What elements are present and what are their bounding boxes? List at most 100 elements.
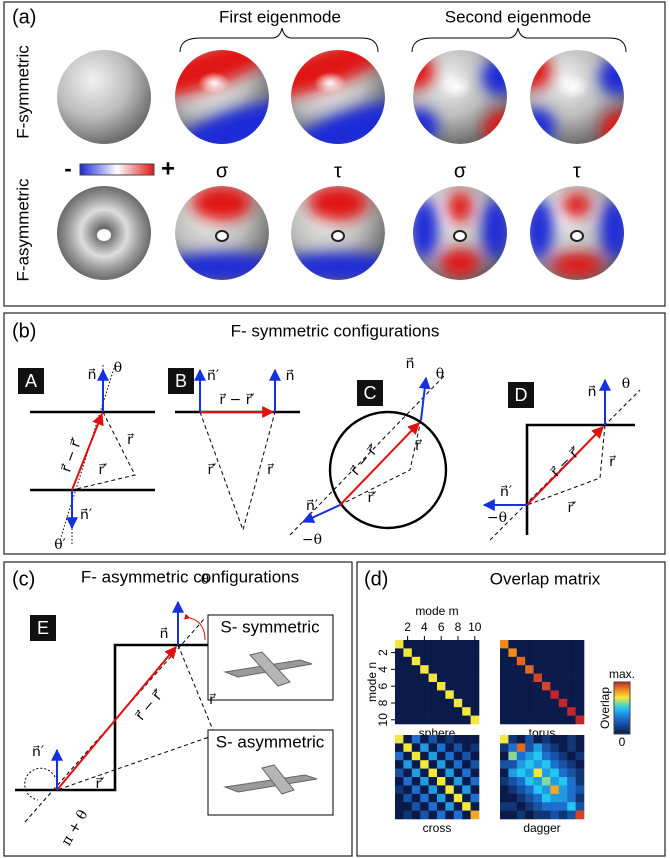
vector-label: n⃗′ xyxy=(207,368,219,384)
heatmap-cell xyxy=(395,735,404,744)
heatmap-cell xyxy=(462,802,471,811)
inset-label: S- symmetric xyxy=(220,617,320,636)
heatmap-cell xyxy=(516,648,526,658)
heatmap-cell xyxy=(437,810,446,820)
heatmap-cell xyxy=(437,735,446,744)
heatmap-cell xyxy=(470,802,480,811)
heatmap-cell xyxy=(575,735,585,744)
y-tick-label: 4 xyxy=(376,666,390,673)
heatmap-cell xyxy=(533,810,543,820)
heatmap-cell xyxy=(411,707,421,716)
heatmap-cell xyxy=(567,793,576,803)
heatmap-cell xyxy=(445,648,455,658)
heatmap-cell xyxy=(395,690,404,700)
heatmap-cell xyxy=(411,810,421,820)
colorbar-title: Overlap xyxy=(598,687,612,729)
heatmap-cell xyxy=(437,690,446,700)
panel-frame xyxy=(3,1,666,307)
heatmap-cell xyxy=(525,802,534,811)
heatmap-cell xyxy=(542,656,551,666)
heatmap-cell xyxy=(500,777,509,786)
heatmap-cell xyxy=(508,802,518,811)
heatmap-cell xyxy=(453,698,463,708)
heatmap-cell xyxy=(395,743,404,753)
heatmap-cell xyxy=(508,735,518,744)
vector-label: n⃗ xyxy=(406,356,415,372)
diagram-id: D xyxy=(515,385,528,405)
heatmap-cell xyxy=(550,715,560,725)
heatmap-cell xyxy=(470,640,480,649)
heatmap-cell xyxy=(558,715,568,725)
panel-label: (a) xyxy=(12,6,36,28)
heatmap-cell xyxy=(542,640,551,649)
heatmap-cell xyxy=(428,785,438,795)
row-label: F-asymmetric xyxy=(13,178,32,281)
heatmap-cell xyxy=(445,793,455,803)
heatmap-cell xyxy=(428,793,438,803)
heatmap-cell xyxy=(558,785,568,795)
heatmap-cell xyxy=(470,751,480,761)
heatmap-cell xyxy=(575,648,585,658)
heatmap-cell xyxy=(533,785,543,795)
heatmap-cell xyxy=(533,743,543,753)
heatmap-cell xyxy=(500,751,509,761)
heatmap-cell xyxy=(420,735,429,744)
heatmap-cell xyxy=(567,682,576,691)
colorbar-label: max. xyxy=(609,667,635,681)
heatmap-cell xyxy=(567,648,576,658)
heatmap-cell xyxy=(500,785,509,795)
heatmap-cell xyxy=(411,751,421,761)
heatmap-cell xyxy=(508,690,518,700)
heatmap-cell xyxy=(445,707,455,716)
heatmap-cell xyxy=(395,707,404,716)
diagram-c xyxy=(289,374,448,536)
vector-label: n⃗ xyxy=(588,384,597,400)
heatmap-cell xyxy=(411,698,421,708)
heatmap-cell xyxy=(420,682,429,691)
heatmap-cell xyxy=(462,673,471,683)
heatmap-cell xyxy=(453,656,463,666)
heatmap-cell xyxy=(395,640,404,649)
heatmap-cell xyxy=(575,715,585,725)
vector-label: r⃗ − r⃗′ xyxy=(219,392,254,408)
heatmap-cell xyxy=(403,656,413,666)
heatmap-cell xyxy=(437,698,446,708)
heatmap-cell xyxy=(411,777,421,786)
heatmap-cell xyxy=(437,760,446,769)
heatmap-cell xyxy=(525,665,534,674)
heatmap-cell xyxy=(411,673,421,683)
heatmap-cell xyxy=(508,760,518,769)
heatmap-cell xyxy=(525,760,534,769)
heatmap-cell xyxy=(516,743,526,753)
heatmap-cell xyxy=(420,665,429,674)
heatmap-cell xyxy=(395,785,404,795)
heatmap-cell xyxy=(470,656,480,666)
heatmap-cell xyxy=(516,785,526,795)
heatmap-cell xyxy=(533,690,543,700)
heatmap-cell xyxy=(395,682,404,691)
heatmap-cell xyxy=(567,640,576,649)
heatmap-cell xyxy=(395,802,404,811)
heatmap-cell xyxy=(500,707,509,716)
heatmap-cell xyxy=(516,665,526,674)
heatmap-cell xyxy=(533,751,543,761)
heatmap-cell xyxy=(462,735,471,744)
vector-label: θ xyxy=(622,376,630,392)
heatmap-cell xyxy=(533,673,543,683)
torus xyxy=(175,186,269,280)
heatmap-cell xyxy=(437,793,446,803)
heatmap-cell xyxy=(575,777,585,786)
heatmap-cell xyxy=(533,648,543,658)
torus xyxy=(291,186,385,280)
heatmap-cell xyxy=(411,735,421,744)
heatmap-cell xyxy=(542,707,551,716)
heatmap-cell xyxy=(395,751,404,761)
heatmap-cell xyxy=(550,698,560,708)
heatmap-cell xyxy=(462,785,471,795)
heatmap-cell xyxy=(453,751,463,761)
vector-label: r⃗ − r⃗′ xyxy=(548,444,584,480)
colorbar-label: + xyxy=(161,155,175,182)
heatmap-cell xyxy=(542,743,551,753)
heatmap-cell xyxy=(575,673,585,683)
heatmap-cell xyxy=(395,777,404,786)
